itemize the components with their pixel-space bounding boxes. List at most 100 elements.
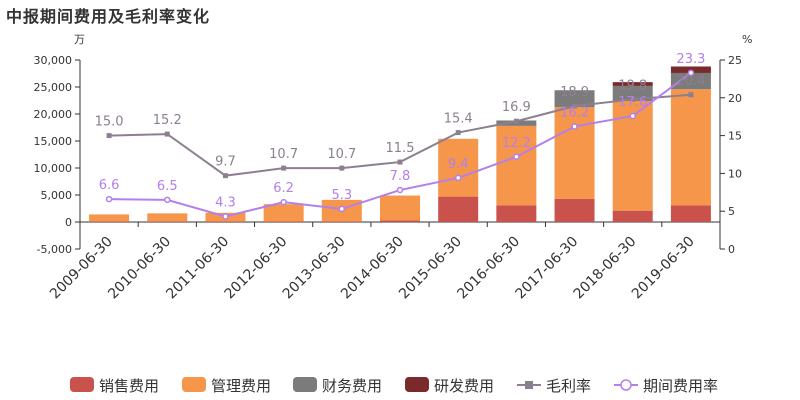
bar-管理费用 <box>263 204 304 222</box>
data-label-期间费用率: 23.3 <box>676 52 705 67</box>
left-tick-label: 0 <box>65 216 72 229</box>
legend-label-期间费用率: 期间费用率 <box>643 377 718 395</box>
data-label-期间费用率: 4.3 <box>215 195 236 210</box>
data-label-毛利率: 20.4 <box>676 74 705 89</box>
point-期间费用率 <box>571 123 578 130</box>
bar-管理费用 <box>380 195 420 221</box>
data-label-毛利率: 10.7 <box>269 147 298 162</box>
point-期间费用率 <box>513 153 520 161</box>
data-label-期间费用率: 16.2 <box>560 106 589 121</box>
point-期间费用率 <box>687 69 695 77</box>
bar-研发费用 <box>612 82 653 86</box>
bar-销售费用 <box>321 221 362 222</box>
bar-管理费用 <box>670 89 711 206</box>
point-毛利率 <box>281 165 287 171</box>
left-axis-unit: 万 <box>74 33 85 46</box>
point-期间费用率 <box>338 205 346 213</box>
bar-财务费用 <box>670 72 711 90</box>
right-tick-label: 20 <box>728 92 742 105</box>
x-tick-labels: 2009-06-302010-06-302011-06-302012-06-30… <box>47 234 698 303</box>
bar-销售费用 <box>496 205 537 222</box>
data-label-毛利率: 15.2 <box>153 113 182 128</box>
right-tick-label: 0 <box>728 243 735 256</box>
point-期间费用率 <box>105 195 113 203</box>
data-label-期间费用率: 12.2 <box>502 136 531 151</box>
bar-销售费用 <box>380 220 420 222</box>
point-毛利率 <box>572 103 578 109</box>
right-axis-unit: % <box>742 33 752 46</box>
point-毛利率 <box>222 173 228 179</box>
legend-label-财务费用: 财务费用 <box>322 377 382 395</box>
bar-财务费用 <box>554 90 595 107</box>
data-label-毛利率: 10.7 <box>327 147 356 162</box>
point-毛利率 <box>106 133 112 139</box>
bar-管理费用 <box>147 213 188 222</box>
data-label-期间费用率: 6.5 <box>157 179 178 194</box>
bar-销售费用 <box>89 221 130 222</box>
data-label-毛利率: 16.9 <box>502 100 531 115</box>
bar-销售费用 <box>554 198 595 222</box>
data-label-毛利率: 15.4 <box>444 112 473 127</box>
line-layer <box>105 69 695 220</box>
left-tick-label: 25,000 <box>34 81 73 94</box>
point-毛利率 <box>164 131 170 137</box>
legend-swatch-管理费用 <box>182 377 206 392</box>
bar-管理费用 <box>496 125 537 206</box>
chart-title: 中报期间费用及毛利率变化 <box>6 7 211 26</box>
bar-管理费用 <box>438 138 479 197</box>
bar-销售费用 <box>670 205 711 222</box>
bar-销售费用 <box>263 221 304 222</box>
bar-销售费用 <box>438 196 479 222</box>
point-期间费用率 <box>164 196 171 204</box>
left-tick-label: 15,000 <box>34 135 73 148</box>
data-label-期间费用率: 5.3 <box>331 188 352 203</box>
left-tick-label: 10,000 <box>34 162 73 175</box>
data-label-毛利率: 19.8 <box>618 78 647 93</box>
left-tick-label: 30,000 <box>34 54 73 67</box>
bar-销售费用 <box>147 221 188 222</box>
left-tick-label: -5,000 <box>37 243 72 256</box>
right-tick-label: 10 <box>728 167 742 180</box>
data-label-毛利率: 11.5 <box>386 141 415 156</box>
right-tick-label: 5 <box>728 205 735 218</box>
legend-swatch-研发费用 <box>405 377 429 392</box>
data-label-毛利率: 15.0 <box>95 115 124 130</box>
point-期间费用率 <box>454 174 462 182</box>
point-毛利率 <box>688 92 694 98</box>
right-tick-label: 15 <box>728 130 742 143</box>
data-label-期间费用率: 17.6 <box>618 95 647 110</box>
point-期间费用率 <box>222 213 229 220</box>
right-tick-label: 25 <box>728 54 742 67</box>
point-期间费用率 <box>396 186 404 194</box>
point-期间费用率 <box>629 112 636 120</box>
point-毛利率 <box>513 118 519 124</box>
legend-label-研发费用: 研发费用 <box>434 377 494 395</box>
point-期间费用率 <box>280 198 287 206</box>
legend-marker-期间费用率 <box>620 379 632 391</box>
legend-label-管理费用: 管理费用 <box>211 377 271 395</box>
data-label-layer: 15.0 15.2 9.7 10.7 10.7 11.5 15.4 16.9 18.9 19.8 2… <box>95 52 706 211</box>
bar-销售费用 <box>612 210 653 222</box>
point-毛利率 <box>397 159 403 165</box>
left-tick-label: 5,000 <box>41 189 73 202</box>
legend-label-毛利率: 毛利率 <box>546 377 591 395</box>
data-label-毛利率: 9.7 <box>215 155 236 170</box>
data-label-期间费用率: 9.4 <box>448 157 469 172</box>
data-label-期间费用率: 7.8 <box>390 169 411 184</box>
point-毛利率 <box>630 96 636 102</box>
data-label-期间费用率: 6.6 <box>99 178 120 193</box>
legend-swatch-销售费用 <box>70 377 94 392</box>
bar-管理费用 <box>89 214 130 222</box>
legend-label-销售费用: 销售费用 <box>99 377 159 395</box>
legend-swatch-财务费用 <box>293 377 317 392</box>
legend-marker-毛利率 <box>525 381 533 389</box>
legend: 销售费用 管理费用 财务费用 研发费用 毛利率 期间费用率 <box>70 377 718 395</box>
data-label-毛利率: 18.9 <box>560 85 589 100</box>
data-label-期间费用率: 6.2 <box>273 181 294 196</box>
bar-财务费用 <box>612 85 653 102</box>
left-tick-label: 20,000 <box>34 108 73 121</box>
point-毛利率 <box>455 130 461 136</box>
bar-管理费用 <box>554 106 595 199</box>
bar-销售费用 <box>205 221 246 222</box>
